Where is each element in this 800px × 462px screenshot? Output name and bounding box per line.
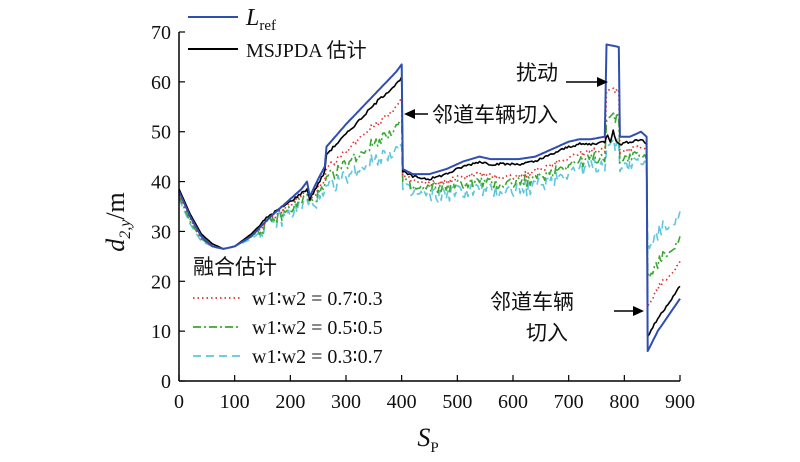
annotation-disturbance: 扰动 [516, 61, 558, 85]
x-tick-label: 500 [442, 391, 472, 413]
series-line-msjpda [178, 76, 681, 338]
legend-title: 融合估计 [193, 255, 277, 279]
series-layer [178, 43, 681, 353]
x-tick-label: 700 [554, 391, 584, 413]
y-tick-label: 20 [151, 271, 171, 293]
y-tick-label: 40 [151, 172, 171, 194]
y-axis-label: d2,y/m [101, 192, 134, 252]
arrowhead-disturbance [597, 77, 608, 87]
legend-label-fuse3: w1∶w2 = 0.3∶0.7 [252, 346, 383, 368]
annotation-lane-cut-in-2b: 切入 [526, 321, 568, 345]
x-axis-label: SP [417, 423, 438, 456]
x-tick-label: 100 [220, 391, 250, 413]
legend-bottom: 融合估计 w1∶w2 = 0.7∶0.3 w1∶w2 = 0.5∶0.5 w1∶… [193, 255, 383, 368]
axes [178, 31, 681, 382]
x-tick-label: 0 [174, 391, 184, 413]
x-tick-label: 800 [609, 391, 639, 413]
x-tick-label: 300 [331, 391, 361, 413]
x-tick-label: 200 [275, 391, 305, 413]
x-tick-label: 600 [498, 391, 528, 413]
y-tick-label: 60 [151, 72, 171, 94]
annotations: 扰动 邻道车辆切入 邻道车辆 切入 [404, 61, 644, 345]
y-tick-label: 0 [161, 371, 171, 393]
arrowhead-lane-cut-in-2 [633, 306, 644, 316]
arrowhead-lane-cut-in-1 [404, 109, 415, 119]
annotation-lane-cut-in-2a: 邻道车辆 [490, 290, 574, 314]
series-line-ref [178, 43, 681, 353]
legend-label-ref: Lref [245, 5, 276, 34]
series-line-fuse1 [178, 87, 681, 306]
annotation-lane-cut-in-1: 邻道车辆切入 [432, 103, 558, 127]
series-line-fuse3 [178, 137, 681, 250]
legend-label-fuse2: w1∶w2 = 0.5∶0.5 [252, 317, 383, 339]
series-line-fuse2 [178, 112, 681, 279]
y-tick-label: 50 [151, 122, 171, 144]
legend-label-msjpda: MSJPDA 估计 [246, 39, 367, 62]
y-tick-label: 70 [151, 22, 171, 44]
legend-label-fuse1: w1∶w2 = 0.7∶0.3 [252, 288, 383, 310]
x-tick-label: 900 [665, 391, 695, 413]
x-tick-label: 400 [387, 391, 417, 413]
legend-top: Lref MSJPDA 估计 [188, 5, 367, 62]
y-tick-label: 10 [151, 321, 171, 343]
y-tick-label: 30 [151, 221, 171, 243]
